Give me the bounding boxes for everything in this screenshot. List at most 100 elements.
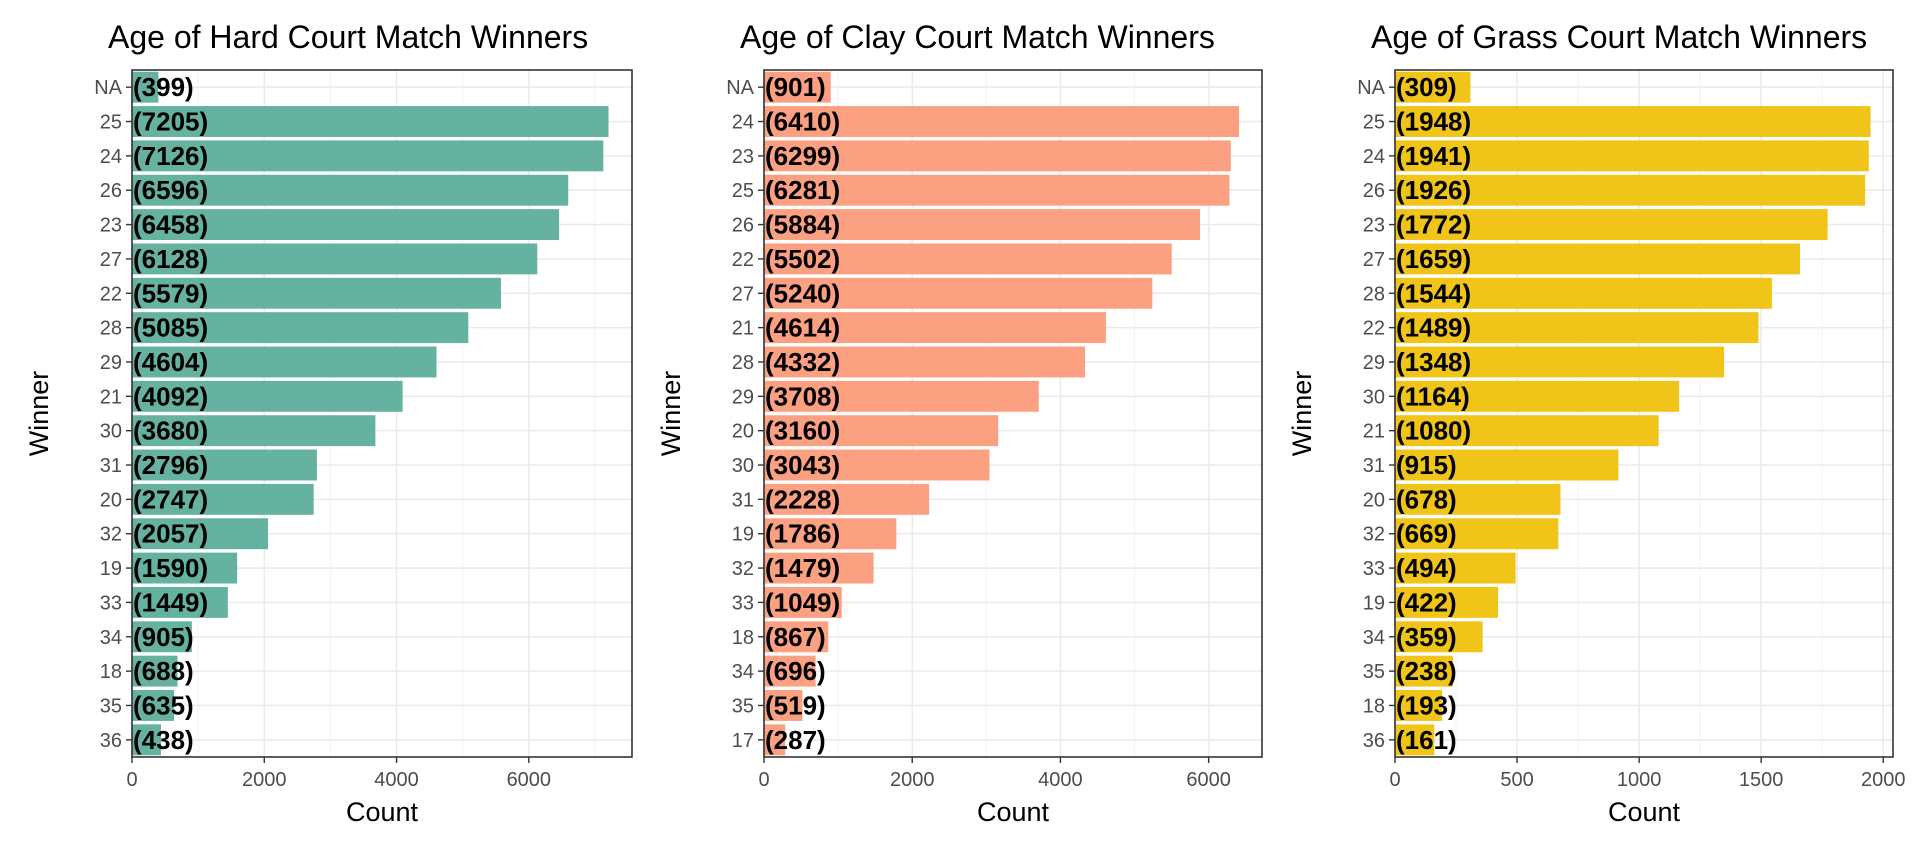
y-tick-label-35: 35 bbox=[100, 695, 122, 717]
bar-19 bbox=[132, 552, 238, 584]
data-label-33: (1049) bbox=[765, 587, 840, 617]
bar-21 bbox=[1395, 415, 1659, 447]
y-axis-title: Winner bbox=[1287, 371, 1317, 457]
data-label-23: (6458) bbox=[133, 210, 208, 240]
y-tick-label-18: 18 bbox=[1363, 695, 1385, 717]
bar-25 bbox=[764, 174, 1230, 206]
data-label-31: (2796) bbox=[133, 450, 208, 480]
panel-border bbox=[1394, 69, 1894, 758]
y-tick-label-30: 30 bbox=[732, 455, 754, 477]
bar-18 bbox=[764, 621, 829, 653]
x-tick-label-6000: 6000 bbox=[1186, 769, 1231, 791]
y-tick-label-30: 30 bbox=[100, 421, 122, 443]
y-tick-label-20: 20 bbox=[732, 421, 754, 443]
y-tick-label-29: 29 bbox=[732, 386, 754, 408]
data-label-23: (1772) bbox=[1396, 210, 1471, 240]
data-label-NA: (309) bbox=[1396, 72, 1457, 102]
y-tick-label-27: 27 bbox=[100, 249, 122, 271]
y-tick-label-33: 33 bbox=[732, 592, 754, 614]
chart-title: Age of Clay Court Match Winners bbox=[740, 19, 1215, 55]
y-tick-label-31: 31 bbox=[100, 455, 122, 477]
bar-28 bbox=[764, 346, 1086, 378]
y-tick-label-31: 31 bbox=[1363, 455, 1385, 477]
data-label-24: (6410) bbox=[765, 107, 840, 137]
data-label-36: (161) bbox=[1396, 725, 1457, 755]
data-label-22: (5502) bbox=[765, 244, 840, 274]
y-tick-label-24: 24 bbox=[1363, 146, 1385, 168]
data-label-20: (678) bbox=[1396, 484, 1457, 514]
y-tick-label-NA: NA bbox=[726, 77, 754, 99]
y-tick-label-32: 32 bbox=[732, 558, 754, 580]
bar-29 bbox=[1395, 346, 1725, 378]
data-label-24: (1941) bbox=[1396, 141, 1471, 171]
panel-border bbox=[131, 69, 633, 758]
bar-NA bbox=[764, 71, 831, 103]
bar-NA bbox=[132, 71, 159, 103]
bar-24 bbox=[1395, 140, 1869, 172]
data-label-NA: (399) bbox=[133, 72, 194, 102]
bar-23 bbox=[1395, 209, 1828, 241]
y-tick-label-21: 21 bbox=[1363, 421, 1385, 443]
bar-29 bbox=[132, 346, 437, 378]
y-tick-label-22: 22 bbox=[1363, 318, 1385, 340]
chart-panel-3: (309) (1948) (1941) (1926) (1772) (1659) (1544… bbox=[1287, 19, 1905, 827]
y-tick-label-28: 28 bbox=[732, 352, 754, 374]
data-label-30: (3680) bbox=[133, 416, 208, 446]
bar-21 bbox=[132, 380, 403, 412]
data-label-30: (1164) bbox=[1396, 381, 1470, 411]
y-tick-label-30: 30 bbox=[1363, 386, 1385, 408]
data-label-25: (7205) bbox=[133, 107, 208, 137]
data-label-18: (688) bbox=[133, 656, 194, 686]
data-label-19: (1590) bbox=[133, 553, 208, 583]
x-axis-title: Count bbox=[1608, 797, 1681, 827]
chart-panel-1: (399) (7205) (7126) (6596) (6458) (6128) (5579… bbox=[24, 19, 633, 827]
bar-25 bbox=[1395, 106, 1871, 137]
y-tick-label-19: 19 bbox=[100, 558, 122, 580]
bar-23 bbox=[764, 140, 1231, 172]
bar-24 bbox=[132, 140, 604, 172]
data-label-32: (669) bbox=[1396, 519, 1457, 549]
x-tick-label-2000: 2000 bbox=[1861, 769, 1906, 791]
y-tick-label-27: 27 bbox=[732, 283, 754, 305]
data-label-33: (494) bbox=[1396, 553, 1457, 583]
data-label-34: (696) bbox=[765, 656, 826, 686]
data-label-22: (5579) bbox=[133, 278, 208, 308]
data-label-17: (287) bbox=[765, 725, 826, 755]
chart-title: Age of Hard Court Match Winners bbox=[108, 19, 588, 55]
data-label-NA: (901) bbox=[765, 72, 826, 102]
bar-17 bbox=[764, 724, 786, 756]
y-tick-label-22: 22 bbox=[100, 283, 122, 305]
bar-22 bbox=[764, 243, 1172, 275]
x-tick-label-2000: 2000 bbox=[242, 769, 287, 791]
data-label-27: (5240) bbox=[765, 278, 840, 308]
data-label-32: (2057) bbox=[133, 519, 208, 549]
bar-34 bbox=[132, 621, 192, 653]
x-tick-label-6000: 6000 bbox=[507, 769, 552, 791]
chart-panel-2: (901) (6410) (6299) (6281) (5884) (5502) (5240… bbox=[656, 19, 1263, 827]
bar-29 bbox=[764, 380, 1039, 412]
data-label-26: (1926) bbox=[1396, 175, 1471, 205]
bar-36 bbox=[1395, 724, 1435, 756]
bar-33 bbox=[764, 586, 842, 618]
y-tick-label-36: 36 bbox=[100, 730, 122, 752]
data-label-21: (4614) bbox=[765, 313, 840, 343]
y-tick-label-23: 23 bbox=[732, 146, 754, 168]
y-tick-label-32: 32 bbox=[100, 524, 122, 546]
y-tick-label-NA: NA bbox=[1357, 77, 1385, 99]
x-axis-title: Count bbox=[346, 797, 419, 827]
data-label-28: (1544) bbox=[1396, 278, 1471, 308]
y-tick-label-26: 26 bbox=[100, 180, 122, 202]
bar-31 bbox=[764, 483, 930, 515]
bar-30 bbox=[1395, 380, 1680, 412]
bar-32 bbox=[764, 552, 874, 584]
y-axis-title: Winner bbox=[24, 371, 54, 457]
y-tick-label-23: 23 bbox=[1363, 215, 1385, 237]
data-label-25: (6281) bbox=[765, 175, 840, 205]
y-tick-label-21: 21 bbox=[732, 318, 754, 340]
data-label-21: (4092) bbox=[133, 381, 208, 411]
bar-35 bbox=[132, 690, 174, 721]
bar-36 bbox=[132, 724, 161, 756]
bar-25 bbox=[132, 106, 609, 137]
y-tick-label-18: 18 bbox=[732, 627, 754, 649]
